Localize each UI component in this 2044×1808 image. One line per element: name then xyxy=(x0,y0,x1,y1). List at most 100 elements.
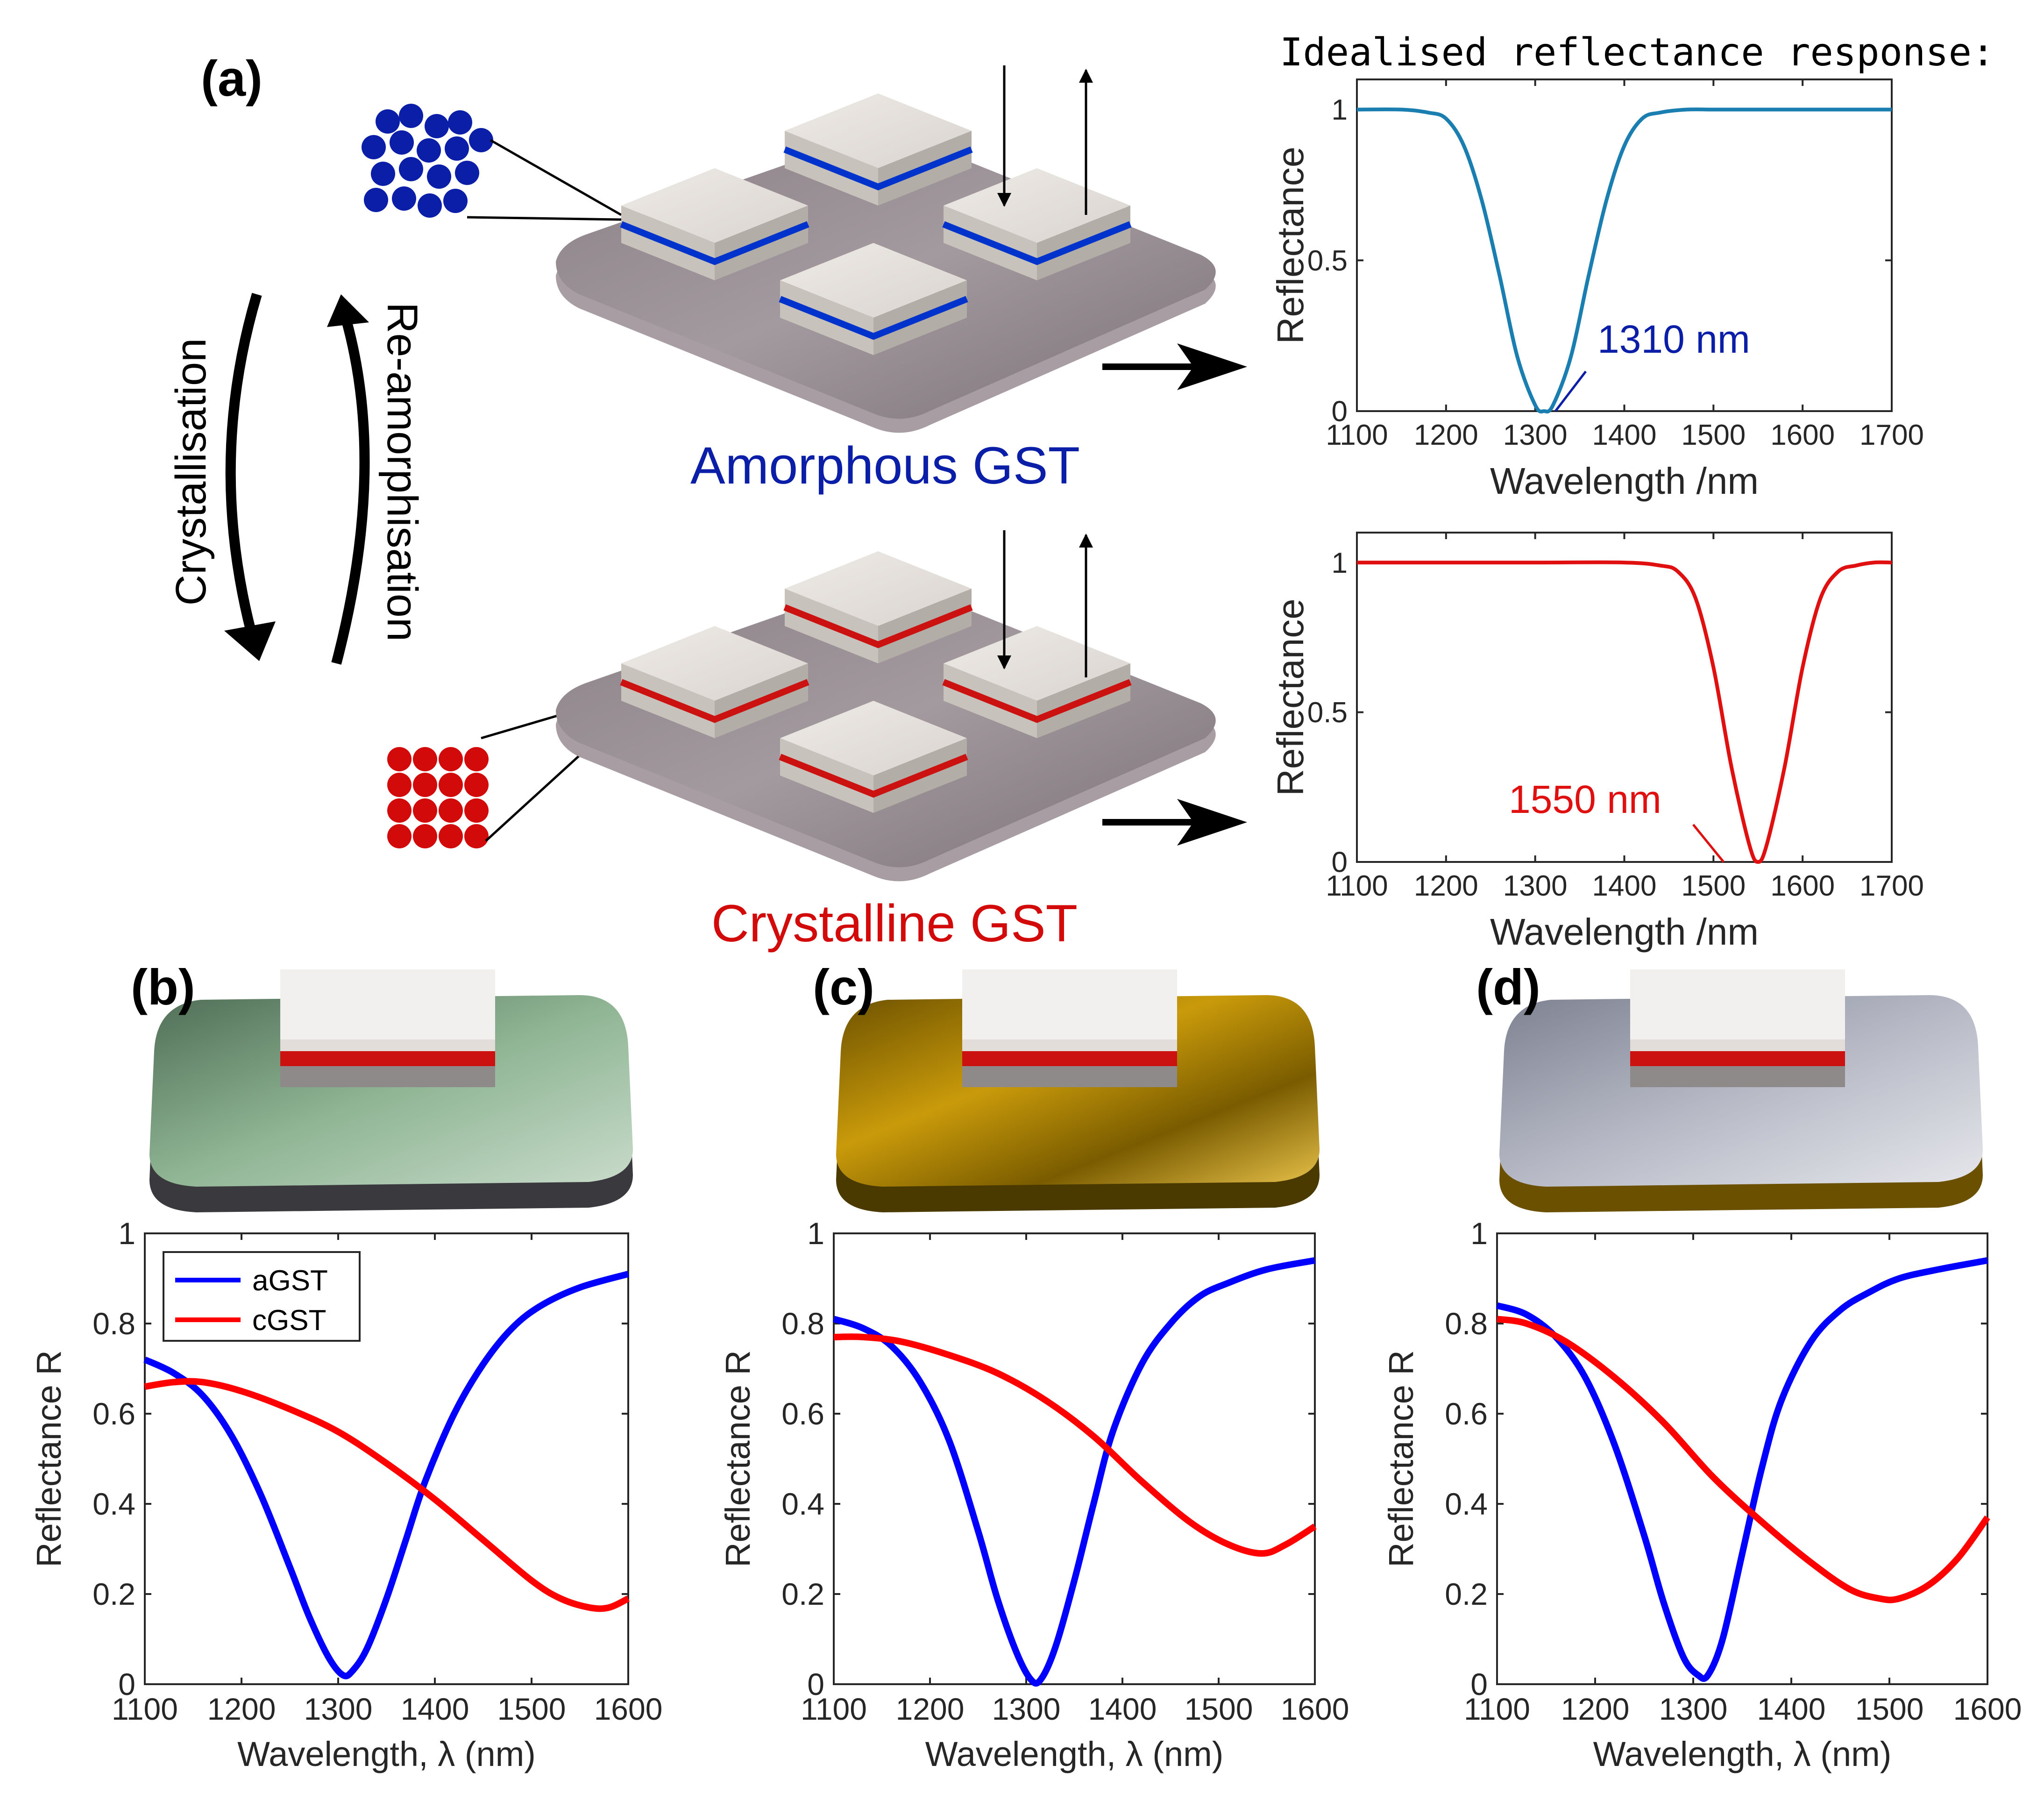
x-tick-label: 1100 xyxy=(1326,870,1388,902)
x-tick-label: 1100 xyxy=(112,1692,178,1726)
x-tick-label: 1300 xyxy=(1503,870,1568,902)
y-tick-label: 0.2 xyxy=(1445,1577,1488,1611)
x-tick-label: 1300 xyxy=(1503,419,1568,451)
y-tick-label: 1 xyxy=(1470,1216,1488,1251)
pillar xyxy=(783,93,973,206)
x-tick-label: 1200 xyxy=(1414,419,1478,451)
y-tick-label: 0.4 xyxy=(781,1487,824,1521)
plot-area xyxy=(1356,78,1893,412)
panel-label-d: (d) xyxy=(1476,959,1540,1015)
x-tick-label: 1500 xyxy=(1855,1692,1924,1726)
x-axis-label: Wavelength, λ (nm) xyxy=(925,1735,1224,1773)
y-tick-label: 1 xyxy=(1332,547,1348,579)
y-tick-label: 0 xyxy=(807,1667,824,1701)
idealised-response-title: Idealised reflectance response: xyxy=(1280,30,1994,75)
amorphous-metasurface xyxy=(556,93,1216,433)
y-tick-label: 0.6 xyxy=(92,1396,135,1431)
x-tick-label: 1500 xyxy=(1185,1692,1253,1726)
y-tick-label: 0.4 xyxy=(1445,1487,1488,1521)
y-axis-label: Reflectance R xyxy=(1382,1350,1420,1567)
series-line-cGST xyxy=(1496,1316,1990,1603)
y-tick-label: 0 xyxy=(1332,847,1348,879)
x-tick-label: 1200 xyxy=(1414,870,1478,902)
series-line-aGST xyxy=(1496,1257,1988,1682)
series-line-aGST xyxy=(143,1271,629,1680)
x-tick-label: 1400 xyxy=(1592,419,1657,451)
annotation-label: 1310 nm xyxy=(1597,317,1750,361)
y-tick-label: 0 xyxy=(1470,1667,1488,1701)
x-tick-label: 1500 xyxy=(497,1692,566,1726)
pillar xyxy=(779,701,968,813)
pillar xyxy=(783,551,973,663)
y-axis-label: Reflectance R xyxy=(718,1350,757,1567)
x-tick-label: 1100 xyxy=(1464,1692,1530,1726)
y-axis-label: Reflectance xyxy=(1270,598,1311,796)
crystalline-metasurface xyxy=(556,551,1216,882)
y-tick-label: 0.5 xyxy=(1307,697,1348,729)
device-render-d: (d) xyxy=(1476,959,1983,1212)
crystallisation-arrow-icon xyxy=(224,292,276,661)
x-tick-label: 1200 xyxy=(896,1692,965,1726)
legend-label-cGST: cGST xyxy=(252,1304,326,1337)
x-tick-label: 1600 xyxy=(594,1692,663,1726)
series-line-amorphous xyxy=(1356,107,1892,413)
output-arrow-icon xyxy=(1102,799,1247,846)
x-tick-label: 1100 xyxy=(801,1692,867,1726)
x-tick-label: 1400 xyxy=(1592,870,1657,902)
annotation-pointer xyxy=(1554,370,1587,412)
x-tick-label: 1700 xyxy=(1859,419,1924,451)
panel-label-a: (a) xyxy=(201,50,263,107)
annotation-pointer xyxy=(1692,824,1725,863)
crystallisation-label: Crystallisation xyxy=(167,338,215,606)
x-tick-label: 1300 xyxy=(992,1692,1061,1726)
chart-panel-c: 1100 1200 1300 1400 1500 1600 0 0.2 0.4 0.6 0.8 1 Wa… xyxy=(718,1216,1349,1773)
x-axis-label: Wavelength, λ (nm) xyxy=(1593,1735,1892,1773)
panel-label-b: (b) xyxy=(131,959,195,1015)
x-tick-label: 1600 xyxy=(1770,870,1835,902)
device-render-c: (c) xyxy=(813,959,1320,1212)
series-line-crystalline xyxy=(1357,560,1892,864)
y-tick-label: 0.6 xyxy=(1445,1396,1488,1431)
x-axis-label: Wavelength, λ (nm) xyxy=(237,1735,536,1773)
x-tick-label: 1100 xyxy=(1326,419,1388,451)
x-tick-label: 1400 xyxy=(1088,1692,1157,1726)
reamorphisation-label: Re-amorphisation xyxy=(378,302,426,641)
legend-box xyxy=(163,1251,361,1342)
amorphous-atom-cluster-icon xyxy=(362,104,493,218)
y-tick-label: 0.6 xyxy=(781,1396,824,1431)
plot-area xyxy=(833,1232,1316,1685)
schematic-panel-a: (a) xyxy=(167,30,1994,953)
x-axis-label: Wavelength /nm xyxy=(1490,460,1759,502)
chart-ideal-crystalline: 1100 1200 1300 1400 1500 1600 1700 0 0.5 1 Wavelen… xyxy=(1270,532,1924,953)
amorphous-gst-label: Amorphous GST xyxy=(690,436,1080,495)
x-tick-label: 1600 xyxy=(1770,419,1835,451)
y-tick-label: 0.8 xyxy=(781,1306,824,1341)
x-tick-label: 1400 xyxy=(1757,1692,1826,1726)
device-render-b: (b) xyxy=(131,959,633,1212)
y-tick-label: 0.8 xyxy=(1445,1306,1488,1341)
x-tick-label: 1600 xyxy=(1953,1692,2022,1726)
y-tick-label: 0.8 xyxy=(92,1306,135,1341)
x-tick-label: 1400 xyxy=(401,1692,469,1726)
plot-area xyxy=(1496,1232,1988,1685)
reamorphisation-arrow-icon xyxy=(327,294,370,665)
x-tick-label: 1300 xyxy=(1659,1692,1728,1726)
pointer-line xyxy=(490,139,622,216)
y-tick-label: 0.4 xyxy=(92,1487,135,1521)
y-tick-label: 0 xyxy=(1332,396,1348,428)
chart-panel-d: 1100 1200 1300 1400 1500 1600 0 0.2 0.4 0.6 0.8 1 Wa… xyxy=(1382,1216,2022,1773)
output-arrow-icon xyxy=(1102,343,1247,390)
crystalline-gst-label: Crystalline GST xyxy=(711,894,1078,953)
pillar xyxy=(779,243,968,355)
y-axis-label: Reflectance xyxy=(1270,147,1311,344)
plot-area xyxy=(1356,532,1893,863)
x-tick-label: 1500 xyxy=(1681,419,1746,451)
legend-label-aGST: aGST xyxy=(252,1265,328,1297)
crystalline-atom-grid-icon xyxy=(387,747,489,848)
series-line-aGST xyxy=(832,1257,1316,1687)
y-axis-label: Reflectance R xyxy=(29,1350,68,1567)
pointer-line xyxy=(467,216,622,221)
x-tick-label: 1200 xyxy=(1561,1692,1630,1726)
y-tick-label: 1 xyxy=(118,1216,135,1251)
